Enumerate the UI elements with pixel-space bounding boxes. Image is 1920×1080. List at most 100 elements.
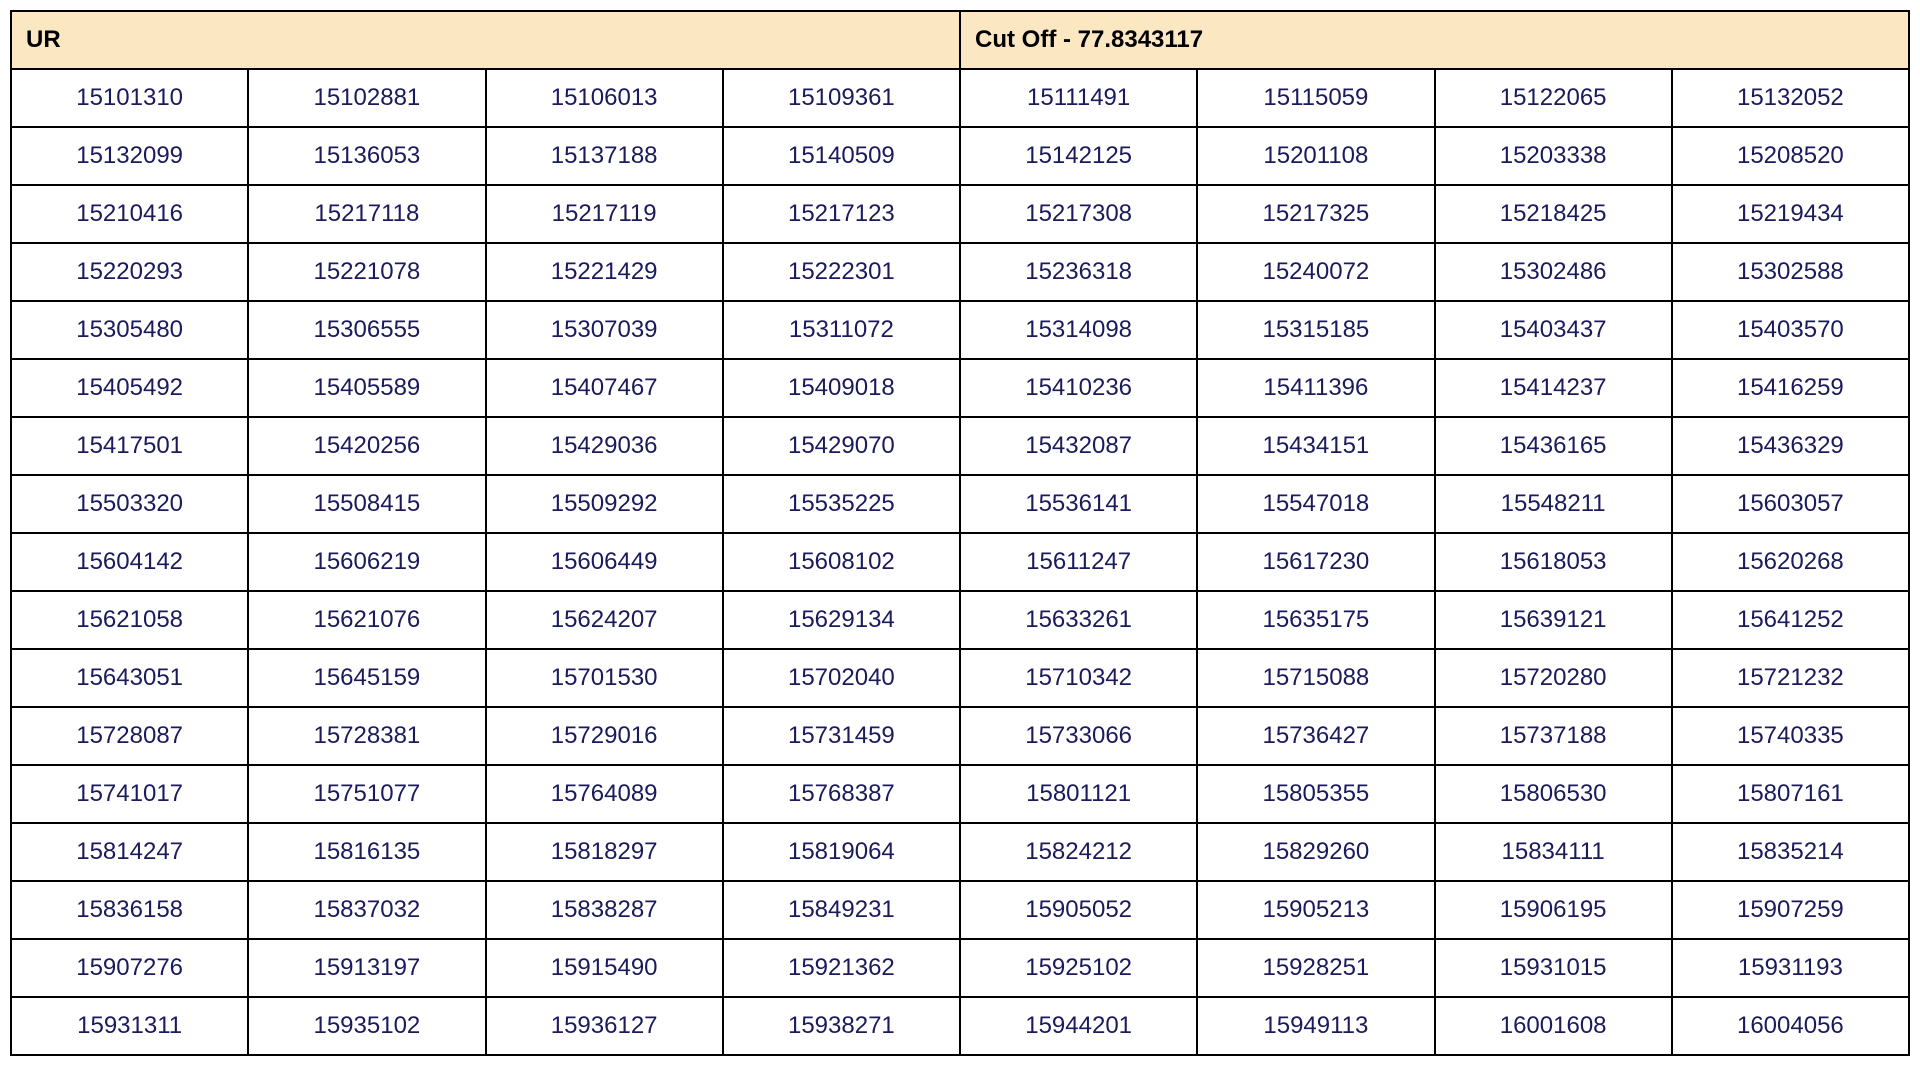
table-cell: 15109361 xyxy=(723,69,960,127)
table-cell: 15115059 xyxy=(1197,69,1434,127)
table-cell: 15731459 xyxy=(723,707,960,765)
table-cell: 15633261 xyxy=(960,591,1197,649)
table-row: 1541750115420256154290361542907015432087… xyxy=(11,417,1909,475)
table-cell: 15403437 xyxy=(1435,301,1672,359)
table-body: 1510131015102881151060131510936115111491… xyxy=(11,69,1909,1055)
table-row: 1593131115935102159361271593827115944201… xyxy=(11,997,1909,1055)
table-cell: 15741017 xyxy=(11,765,248,823)
table-row: 1581424715816135158182971581906415824212… xyxy=(11,823,1909,881)
table-cell: 15807161 xyxy=(1672,765,1909,823)
table-cell: 15405492 xyxy=(11,359,248,417)
table-cell: 15414237 xyxy=(1435,359,1672,417)
table-cell: 15307039 xyxy=(486,301,723,359)
table-cell: 15814247 xyxy=(11,823,248,881)
table-cell: 15710342 xyxy=(960,649,1197,707)
table-cell: 15641252 xyxy=(1672,591,1909,649)
table-cell: 15416259 xyxy=(1672,359,1909,417)
table-cell: 15208520 xyxy=(1672,127,1909,185)
table-cell: 15305480 xyxy=(11,301,248,359)
table-cell: 15236318 xyxy=(960,243,1197,301)
table-cell: 15240072 xyxy=(1197,243,1434,301)
table-cell: 15702040 xyxy=(723,649,960,707)
table-cell: 15740335 xyxy=(1672,707,1909,765)
table-cell: 15140509 xyxy=(723,127,960,185)
table-cell: 15142125 xyxy=(960,127,1197,185)
table-cell: 15849231 xyxy=(723,881,960,939)
table-cell: 15751077 xyxy=(248,765,485,823)
table-cell: 15535225 xyxy=(723,475,960,533)
table-cell: 15417501 xyxy=(11,417,248,475)
table-cell: 16001608 xyxy=(1435,997,1672,1055)
table-cell: 15608102 xyxy=(723,533,960,591)
table-cell: 15405589 xyxy=(248,359,485,417)
table-cell: 15931311 xyxy=(11,997,248,1055)
table-cell: 15508415 xyxy=(248,475,485,533)
table-row: 1530548015306555153070391531107215314098… xyxy=(11,301,1909,359)
table-cell: 15137188 xyxy=(486,127,723,185)
table-cell: 15217119 xyxy=(486,185,723,243)
table-cell: 15217123 xyxy=(723,185,960,243)
table-row: 1564305115645159157015301570204015710342… xyxy=(11,649,1909,707)
table-cell: 15203338 xyxy=(1435,127,1672,185)
table-cell: 15737188 xyxy=(1435,707,1672,765)
table-row: 1522029315221078152214291522230115236318… xyxy=(11,243,1909,301)
table-cell: 15132099 xyxy=(11,127,248,185)
table-cell: 15643051 xyxy=(11,649,248,707)
table-cell: 15835214 xyxy=(1672,823,1909,881)
table-cell: 15805355 xyxy=(1197,765,1434,823)
table-cell: 15837032 xyxy=(248,881,485,939)
table-cell: 15106013 xyxy=(486,69,723,127)
table-cell: 15824212 xyxy=(960,823,1197,881)
table-cell: 15624207 xyxy=(486,591,723,649)
table-cell: 15928251 xyxy=(1197,939,1434,997)
table-cell: 15217325 xyxy=(1197,185,1434,243)
table-cell: 15407467 xyxy=(486,359,723,417)
table-cell: 15219434 xyxy=(1672,185,1909,243)
table-cell: 15132052 xyxy=(1672,69,1909,127)
table-cell: 15720280 xyxy=(1435,649,1672,707)
table-cell: 15136053 xyxy=(248,127,485,185)
table-cell: 15621076 xyxy=(248,591,485,649)
table-row: 1521041615217118152171191521712315217308… xyxy=(11,185,1909,243)
table-cell: 15838287 xyxy=(486,881,723,939)
table-cell: 15728087 xyxy=(11,707,248,765)
table-cell: 16004056 xyxy=(1672,997,1909,1055)
table-cell: 15816135 xyxy=(248,823,485,881)
table-cell: 15218425 xyxy=(1435,185,1672,243)
table-cell: 15818297 xyxy=(486,823,723,881)
table-cell: 15606219 xyxy=(248,533,485,591)
table-cell: 15819064 xyxy=(723,823,960,881)
table-cell: 15913197 xyxy=(248,939,485,997)
table-cell: 15436329 xyxy=(1672,417,1909,475)
table-cell: 15806530 xyxy=(1435,765,1672,823)
table-cell: 15768387 xyxy=(723,765,960,823)
table-cell: 15907276 xyxy=(11,939,248,997)
table-cell: 15311072 xyxy=(723,301,960,359)
table-cell: 15509292 xyxy=(486,475,723,533)
table-cell: 15906195 xyxy=(1435,881,1672,939)
table-cell: 15801121 xyxy=(960,765,1197,823)
table-cell: 15617230 xyxy=(1197,533,1434,591)
table-cell: 15925102 xyxy=(960,939,1197,997)
table-cell: 15645159 xyxy=(248,649,485,707)
table-row: 1574101715751077157640891576838715801121… xyxy=(11,765,1909,823)
table-row: 1513209915136053151371881514050915142125… xyxy=(11,127,1909,185)
table-cell: 15635175 xyxy=(1197,591,1434,649)
table-cell: 15547018 xyxy=(1197,475,1434,533)
table-row: 1562105815621076156242071562913415633261… xyxy=(11,591,1909,649)
table-cell: 15764089 xyxy=(486,765,723,823)
table-cell: 15101310 xyxy=(11,69,248,127)
table-row: 1560414215606219156064491560810215611247… xyxy=(11,533,1909,591)
table-cell: 15836158 xyxy=(11,881,248,939)
table-cell: 15221078 xyxy=(248,243,485,301)
table-cell: 15503320 xyxy=(11,475,248,533)
table-cell: 15721232 xyxy=(1672,649,1909,707)
table-cell: 15222301 xyxy=(723,243,960,301)
results-table: UR Cut Off - 77.8343117 1510131015102881… xyxy=(10,10,1910,1056)
table-cell: 15429036 xyxy=(486,417,723,475)
table-cell: 15639121 xyxy=(1435,591,1672,649)
table-cell: 15829260 xyxy=(1197,823,1434,881)
table-cell: 15429070 xyxy=(723,417,960,475)
table-cell: 15302588 xyxy=(1672,243,1909,301)
table-cell: 15436165 xyxy=(1435,417,1672,475)
